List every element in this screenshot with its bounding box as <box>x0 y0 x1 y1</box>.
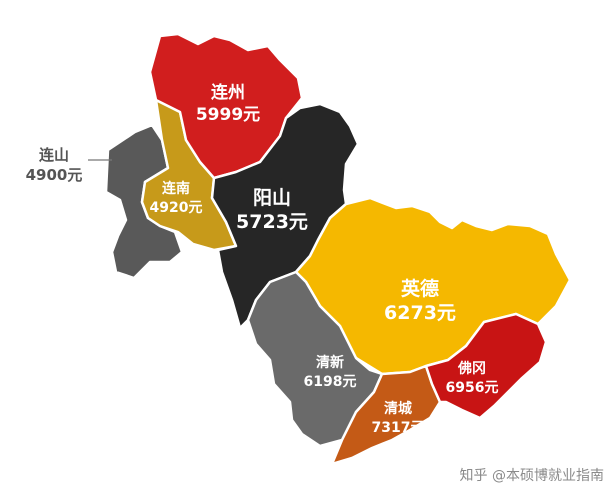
label-lianshan-name: 连山 <box>39 146 69 164</box>
region-fogang[interactable] <box>424 312 548 420</box>
label-yingde-value: 6273元 <box>384 302 456 324</box>
watermark-text: 知乎 @本硕博就业指南 <box>460 467 604 484</box>
label-lianzhou-name: 连州 <box>211 82 245 103</box>
label-liannan-value: 4920元 <box>150 200 203 216</box>
label-qingcheng-name: 清城 <box>384 400 412 417</box>
label-yangshan-name: 阳山 <box>253 187 291 209</box>
label-yangshan-value: 5723元 <box>236 211 308 233</box>
label-qingxin-value: 6198元 <box>304 374 357 390</box>
label-lianshan-value: 4900元 <box>26 166 83 184</box>
label-qingcheng-value: 7317元 <box>372 420 425 436</box>
label-yingde-name: 英德 <box>401 277 439 300</box>
label-lianzhou-value: 5999元 <box>196 105 260 125</box>
label-qingxin-name: 清新 <box>316 354 344 371</box>
label-fogang-name: 佛冈 <box>457 360 486 377</box>
label-liannan-name: 连南 <box>162 180 190 197</box>
label-fogang-value: 6956元 <box>446 380 499 396</box>
